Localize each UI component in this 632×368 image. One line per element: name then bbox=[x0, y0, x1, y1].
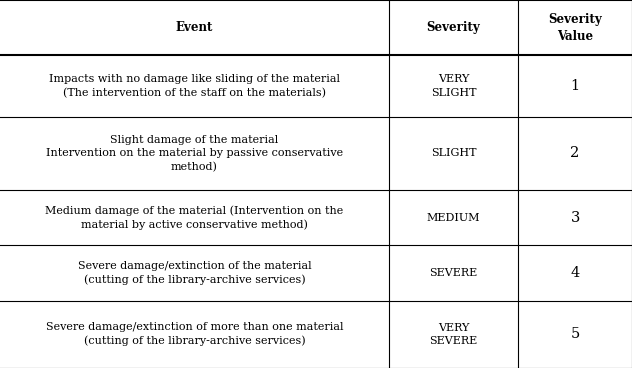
Text: Severity
Value: Severity Value bbox=[548, 13, 602, 43]
Text: VERY
SEVERE: VERY SEVERE bbox=[429, 323, 478, 346]
Text: 1: 1 bbox=[571, 79, 580, 93]
Text: Severe damage/extinction of more than one material
(cutting of the library-archi: Severe damage/extinction of more than on… bbox=[46, 322, 343, 346]
Text: SEVERE: SEVERE bbox=[429, 268, 478, 278]
Text: VERY
SLIGHT: VERY SLIGHT bbox=[431, 74, 476, 98]
Text: Impacts with no damage like sliding of the material
(The intervention of the sta: Impacts with no damage like sliding of t… bbox=[49, 74, 340, 98]
Text: Medium damage of the material (Intervention on the
material by active conservati: Medium damage of the material (Intervent… bbox=[46, 205, 343, 230]
Text: Event: Event bbox=[176, 21, 213, 34]
Text: 5: 5 bbox=[571, 328, 580, 342]
Text: Severe damage/extinction of the material
(cutting of the library-archive service: Severe damage/extinction of the material… bbox=[78, 261, 311, 285]
Text: 2: 2 bbox=[571, 146, 580, 160]
Text: SLIGHT: SLIGHT bbox=[431, 148, 476, 158]
Text: 4: 4 bbox=[571, 266, 580, 280]
Text: Slight damage of the material
Intervention on the material by passive conservati: Slight damage of the material Interventi… bbox=[46, 135, 343, 172]
Text: 3: 3 bbox=[571, 210, 580, 224]
Text: MEDIUM: MEDIUM bbox=[427, 213, 480, 223]
Text: Severity: Severity bbox=[427, 21, 480, 34]
